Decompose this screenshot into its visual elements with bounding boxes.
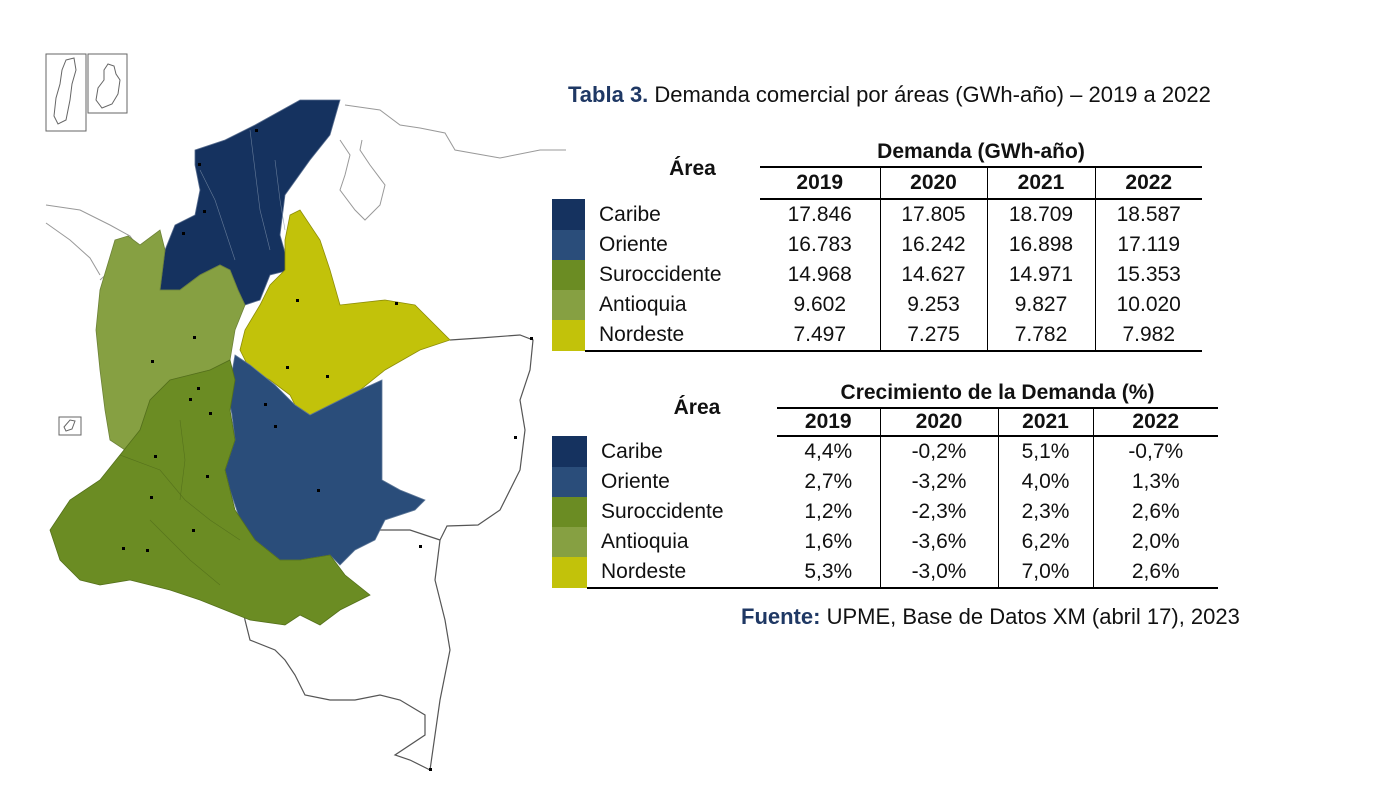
cell-value: 5,3%	[777, 557, 880, 589]
cell-value: 2,6%	[1092, 557, 1218, 589]
color-swatch-suroccidente	[552, 497, 587, 527]
area-name: Oriente	[601, 470, 670, 493]
area-name: Caribe	[601, 439, 663, 463]
year-header: 2022	[1092, 408, 1218, 437]
cell-value: 2,7%	[804, 470, 853, 493]
table-row: Caribe 17.846 17.805 18.709 18.587	[552, 199, 1202, 230]
cell-value: -3,2%	[879, 467, 998, 497]
cell-value: 7.782	[986, 320, 1095, 352]
cell-value: 9.827	[986, 290, 1095, 320]
demand-table: Área Demanda (GWh-año) 2019 2020 2021 20…	[552, 138, 1202, 352]
area-header: Área	[673, 395, 721, 419]
island-insets	[45, 53, 128, 436]
cell-value: -3,0%	[879, 557, 998, 589]
cell-value: 18.587	[1094, 199, 1202, 230]
year-header: 2019	[760, 167, 880, 200]
year-header: 2019	[777, 408, 880, 437]
growth-group-header: Crecimiento de la Demanda (%)	[777, 379, 1218, 409]
cell-value: 1,6%	[804, 530, 853, 553]
area-name: Suroccidente	[601, 500, 724, 523]
table-row: Antioquia 1,6% -3,6% 6,2% 2,0%	[552, 527, 1218, 557]
cell-value: -3,6%	[879, 527, 998, 557]
color-swatch-nordeste	[552, 557, 587, 588]
cell-value: 17.846	[787, 203, 852, 226]
cell-value: 9.602	[793, 293, 847, 316]
color-swatch-oriente	[552, 467, 587, 497]
demand-group-header: Demanda (GWh-año)	[760, 138, 1202, 168]
cell-value: 7.275	[879, 320, 987, 352]
cell-value: -0,2%	[879, 436, 998, 467]
area-name: Antioquia	[599, 293, 687, 316]
area-name: Suroccidente	[599, 263, 722, 286]
area-name: Nordeste	[587, 557, 777, 589]
year-header: 2022	[1094, 167, 1202, 200]
region-antioquia	[95, 229, 246, 451]
source-label: Fuente:	[741, 604, 821, 629]
area-header: Área	[669, 156, 716, 180]
region-suroccidente	[49, 359, 371, 626]
table-row: Caribe 4,4% -0,2% 5,1% -0,7%	[552, 436, 1218, 467]
cell-value: 14.627	[879, 260, 987, 290]
color-swatch-nordeste	[552, 320, 585, 351]
cell-value: -2,3%	[879, 497, 998, 527]
cell-value: 17.805	[879, 199, 987, 230]
country-outline	[239, 334, 534, 771]
color-swatch-caribe	[552, 436, 587, 467]
color-swatch-antioquia	[552, 527, 587, 557]
cell-value: 4,4%	[804, 440, 853, 463]
table-row: Nordeste 5,3% -3,0% 7,0% 2,6%	[552, 557, 1218, 589]
color-swatch-caribe	[552, 199, 585, 230]
color-swatch-oriente	[552, 230, 585, 260]
cell-value: 4,0%	[997, 467, 1093, 497]
cell-value: 14.968	[787, 263, 852, 286]
caption-label: Tabla 3.	[568, 82, 649, 107]
table-row: Suroccidente 1,2% -2,3% 2,3% 2,6%	[552, 497, 1218, 527]
source-note: Fuente: UPME, Base de Datos XM (abril 17…	[741, 604, 1240, 630]
cell-value: 1,2%	[804, 500, 853, 523]
department-borders	[199, 129, 286, 261]
cell-value: 16.783	[787, 233, 852, 256]
cell-value: 10.020	[1094, 290, 1202, 320]
cell-value: 15.353	[1094, 260, 1202, 290]
year-header: 2021	[997, 408, 1093, 437]
color-swatch-suroccidente	[552, 260, 585, 290]
color-swatch-antioquia	[552, 290, 585, 320]
table-caption: Tabla 3. Demanda comercial por áreas (GW…	[568, 82, 1211, 108]
growth-table: Área Crecimiento de la Demanda (%) 2019 …	[552, 379, 1218, 589]
cell-value: 14.971	[986, 260, 1095, 290]
cell-value: 17.119	[1094, 230, 1202, 260]
cell-value: 1,3%	[1092, 467, 1218, 497]
cell-value: 2,6%	[1092, 497, 1218, 527]
department-borders-south	[119, 419, 241, 586]
area-name: Antioquia	[601, 530, 689, 553]
capital-city-dots	[122, 129, 533, 771]
table-row: Suroccidente 14.968 14.627 14.971 15.353	[552, 260, 1202, 290]
cell-value: 2,0%	[1092, 527, 1218, 557]
year-header: 2020	[879, 167, 987, 200]
table-row: Oriente 16.783 16.242 16.898 17.119	[552, 230, 1202, 260]
cell-value: 2,3%	[997, 497, 1093, 527]
cell-value: 16.242	[879, 230, 987, 260]
cell-value: 16.898	[986, 230, 1095, 260]
cell-value: 7.982	[1094, 320, 1202, 352]
caption-text: Demanda comercial por áreas (GWh-año) – …	[648, 82, 1211, 107]
cell-value: -0,7%	[1092, 436, 1218, 467]
table-row: Oriente 2,7% -3,2% 4,0% 1,3%	[552, 467, 1218, 497]
area-name: Nordeste	[585, 320, 760, 352]
cell-value: 6,2%	[997, 527, 1093, 557]
table-row: Antioquia 9.602 9.253 9.827 10.020	[552, 290, 1202, 320]
year-header: 2020	[879, 408, 998, 437]
table-row: Nordeste 7.497 7.275 7.782 7.982	[552, 320, 1202, 352]
year-header: 2021	[986, 167, 1095, 200]
cell-value: 18.709	[986, 199, 1095, 230]
cell-value: 7.497	[760, 320, 880, 352]
area-name: Oriente	[599, 233, 668, 256]
cell-value: 7,0%	[997, 557, 1093, 589]
colombia-regions-map	[45, 53, 566, 771]
cell-value: 5,1%	[997, 436, 1093, 467]
area-name: Caribe	[599, 202, 661, 226]
cell-value: 9.253	[879, 290, 987, 320]
source-text: UPME, Base de Datos XM (abril 17), 2023	[820, 604, 1240, 629]
